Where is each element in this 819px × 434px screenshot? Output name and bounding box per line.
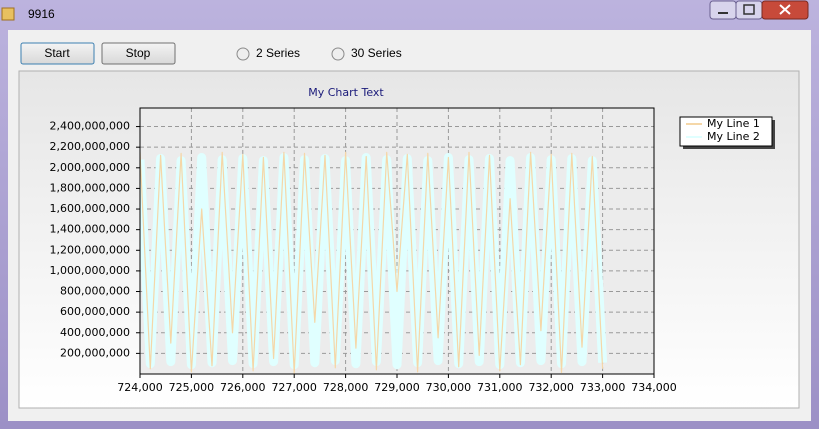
y-tick-label: 2,400,000,000 <box>50 120 130 133</box>
y-tick-label: 800,000,000 <box>60 285 130 298</box>
x-tick-label: 733,000 <box>580 381 626 394</box>
y-tick-label: 2,000,000,000 <box>50 161 130 174</box>
y-tick-label: 1,000,000,000 <box>50 264 130 277</box>
radio-label: 30 Series <box>351 46 402 60</box>
x-tick-label: 724,000 <box>117 381 163 394</box>
x-tick-label: 726,000 <box>220 381 266 394</box>
y-tick-label: 1,800,000,000 <box>50 181 130 194</box>
app-icon <box>1 7 15 21</box>
y-tick-label: 400,000,000 <box>60 326 130 339</box>
y-tick-label: 1,400,000,000 <box>50 223 130 236</box>
x-tick-label: 731,000 <box>477 381 523 394</box>
radio-button[interactable] <box>331 47 345 61</box>
x-tick-label: 729,000 <box>374 381 420 394</box>
series-line <box>140 151 604 374</box>
legend <box>679 116 773 147</box>
x-tick-label: 725,000 <box>169 381 215 394</box>
legend-label: My Line 2 <box>707 130 760 143</box>
maximize-button[interactable] <box>735 0 763 20</box>
radio-label: 2 Series <box>256 46 300 60</box>
minimize-button[interactable] <box>709 0 737 20</box>
legend-label: My Line 1 <box>707 117 760 130</box>
x-tick-label: 730,000 <box>426 381 472 394</box>
y-tick-label: 200,000,000 <box>60 346 130 359</box>
window-title: 9916 <box>28 7 55 21</box>
button-label: Stop <box>126 46 151 60</box>
button-label: Start <box>44 46 70 60</box>
y-tick-label: 1,200,000,000 <box>50 243 130 256</box>
x-tick-label: 734,000 <box>631 381 677 394</box>
y-tick-label: 1,600,000,000 <box>50 202 130 215</box>
radio-button[interactable] <box>236 47 250 61</box>
y-tick-label: 2,200,000,000 <box>50 140 130 153</box>
x-tick-label: 728,000 <box>323 381 369 394</box>
x-tick-label: 732,000 <box>528 381 574 394</box>
chart-title: My Chart Text <box>308 86 384 99</box>
stop-button[interactable] <box>101 42 176 65</box>
start-button[interactable] <box>20 42 95 65</box>
x-tick-label: 727,000 <box>271 381 317 394</box>
y-tick-label: 600,000,000 <box>60 305 130 318</box>
